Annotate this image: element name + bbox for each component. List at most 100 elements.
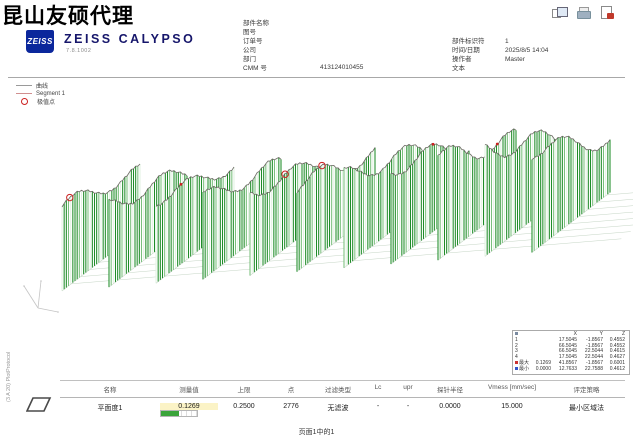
header-fields-right-values: 1 2025/8/5 14:04 Master [505, 37, 548, 64]
min-point-icon [515, 366, 518, 370]
export-icon-badge [607, 13, 614, 19]
cell-lc: - [376, 403, 380, 410]
extreme-coordinates-table: X Y Z 1 17.5045 -1.8567 0.4552 2 66.5045 -1.8567 0… [512, 330, 630, 375]
table-row: 平面度1 0.1269 0.2500 2776 无滤波 - - 0.0000 1… [60, 398, 625, 419]
tolerance-bar-fill [161, 411, 180, 416]
col-filter: 过滤类型 [325, 387, 351, 394]
cell-upr: - [406, 403, 410, 410]
coord-cell: 0.4552 [609, 336, 625, 343]
field-department-label: 部门 [243, 56, 256, 63]
coord-cell: X [573, 331, 577, 337]
header-fields-right-labels: 部件标识符 时间/日期 操作者 文本 [452, 37, 485, 73]
curve-line-icon [16, 85, 32, 86]
coord-cell: -1.8567 [586, 342, 603, 349]
coord-cell: 22.5044 [584, 354, 603, 361]
measured-value: 0.1269 [160, 403, 218, 410]
coord-cell: 41.8567 [558, 359, 577, 366]
export-icon-document [601, 6, 612, 19]
export-pdf-icon[interactable] [600, 6, 615, 20]
field-datetime-label: 时间/日期 [452, 47, 480, 54]
cell-strategy: 最小区域法 [569, 405, 604, 412]
table-icon [515, 332, 518, 335]
coord-cell: 0.4612 [609, 365, 625, 372]
cell-filter: 无滤波 [327, 405, 349, 412]
results-table-header: 名称 测量值 上限 点 过滤类型 Lc upr 探针半径 Vmess [mm/s… [60, 380, 625, 398]
cell-points: 2776 [283, 403, 299, 410]
legend-item-extreme-points: 极值点 [16, 98, 65, 106]
coord-cell: 22.5044 [584, 348, 603, 355]
field-part-name-label: 部件名称 [243, 20, 269, 27]
coord-cell: 66.5045 [558, 348, 577, 355]
col-vmess: Vmess [mm/sec] [487, 384, 537, 391]
agency-banner: 昆山友硕代理 [2, 5, 134, 28]
field-order-no-label: 订单号 [243, 38, 263, 45]
coord-cell: 17.5045 [558, 354, 577, 361]
coord-row: 3 66.5045 22.5044 0.4615 [515, 349, 627, 355]
field-company-label: 公司 [243, 47, 256, 54]
coord-row: 2 66.5045 -1.8567 0.4552 [515, 342, 627, 350]
coord-cell: 0.4615 [609, 348, 625, 355]
cell-probe: 0.0000 [439, 403, 461, 410]
print-icon[interactable] [576, 6, 591, 20]
max-point-icon [515, 360, 518, 364]
coord-cell [515, 332, 531, 338]
legend-item-segment: Segment 1 [16, 90, 65, 97]
col-lc: Lc [374, 384, 382, 391]
coord-cell: 66.5045 [558, 342, 577, 349]
legend-label: 曲线 [36, 84, 49, 90]
toolbar [552, 6, 615, 20]
coord-cell: 最大 [515, 360, 531, 367]
cell-name: 平面度1 [97, 405, 123, 412]
coord-row: 4 17.5045 22.5044 0.4627 [515, 354, 627, 361]
preview-icon[interactable] [552, 6, 568, 20]
coord-cell: 17.5045 [558, 336, 577, 343]
coord-row: 1 17.5045 -1.8567 0.4552 [515, 336, 627, 344]
coord-cell: -1.8567 [586, 336, 603, 343]
coord-cell: 3 [515, 348, 518, 355]
app-title: ZEISS CALYPSO [64, 32, 196, 46]
col-probe: 探针半径 [437, 387, 463, 394]
plot-protocol-note: (3 A 20) PlotProtocol [6, 351, 12, 402]
results-table: 名称 测量值 上限 点 过滤类型 Lc upr 探针半径 Vmess [mm/s… [60, 380, 625, 419]
field-operator-label: 操作者 [452, 56, 472, 63]
coord-cell: Y [599, 331, 603, 337]
coord-cell: 0.6001 [609, 359, 625, 366]
col-upper: 上限 [237, 387, 251, 394]
legend-label: 极值点 [37, 100, 56, 106]
coord-cell: 2 [515, 342, 518, 349]
header-separator [8, 77, 625, 78]
zeiss-logo-text: ZEISS [27, 37, 53, 46]
field-part-id-label: 部件标识符 [452, 38, 485, 45]
coord-cell: 1 [515, 336, 518, 343]
field-drawing-no-label: 图号 [243, 29, 256, 36]
coord-cell: 最小 [515, 366, 531, 373]
col-name: 名称 [103, 387, 117, 394]
coord-cell: 0.1269 [535, 359, 551, 366]
coord-row: 最小 0.0000 12.7633 22.7588 0.4612 [515, 365, 627, 373]
coord-cell: 12.7633 [558, 365, 577, 372]
extreme-point-icon [21, 98, 28, 105]
preview-icon-window [557, 7, 568, 17]
operator-value: Master [505, 56, 525, 63]
cell-measured: 0.1269 [160, 403, 218, 417]
print-icon-body [577, 11, 591, 19]
app-version: 7.8.1002 [66, 48, 92, 54]
cmm-number-value: 413124010455 [320, 64, 364, 71]
part-id-value: 1 [505, 38, 509, 45]
col-points: 点 [287, 387, 295, 394]
coord-cell: Z [621, 331, 625, 337]
datetime-value: 2025/8/5 14:04 [505, 47, 549, 54]
field-text-label: 文本 [452, 65, 465, 72]
coord-cell: 0.4552 [609, 342, 625, 349]
cell-vmess: 15.000 [501, 403, 523, 410]
coord-cell: -1.8567 [586, 359, 603, 366]
coord-cell: 0.0000 [535, 365, 551, 372]
header-fields-left: 部件名称 图号 订单号 公司 部门 CMM 号 [243, 19, 269, 73]
col-strategy: 评定策略 [573, 387, 600, 394]
segment-line-icon [16, 93, 32, 94]
col-upr: upr [403, 384, 413, 391]
flatness-gdt-symbol [26, 397, 52, 412]
legend-label: Segment 1 [36, 90, 66, 97]
col-measured: 测量值 [179, 387, 199, 394]
